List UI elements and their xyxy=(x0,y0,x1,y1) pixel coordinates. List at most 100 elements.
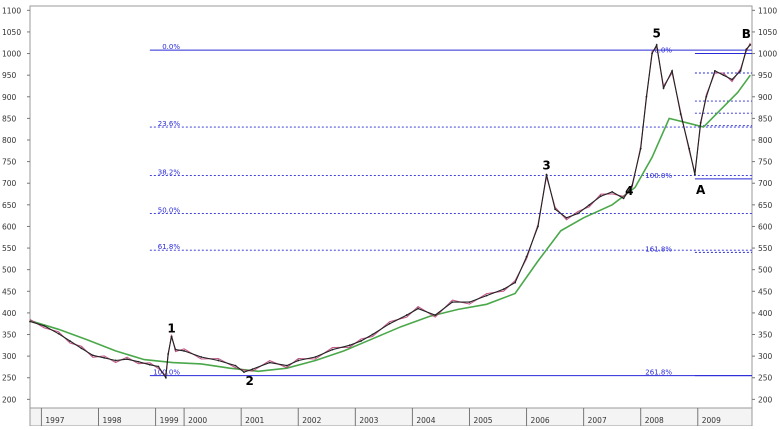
price-point xyxy=(679,113,682,115)
price-point xyxy=(722,74,725,77)
y-tick-label-right: 200 xyxy=(758,395,773,404)
y-tick-label-left: 850 xyxy=(2,114,17,123)
y-tick-label-right: 900 xyxy=(758,93,773,102)
x-tick-label: 1997 xyxy=(45,416,64,425)
y-tick-label-left: 950 xyxy=(2,71,17,80)
fib-level-label: 50.0% xyxy=(158,206,181,214)
y-tick-label-left: 350 xyxy=(2,331,17,340)
price-point xyxy=(348,344,351,347)
wave-label: 5 xyxy=(653,27,661,41)
x-tick-label: 2002 xyxy=(302,416,321,425)
price-point xyxy=(639,147,642,150)
price-point xyxy=(645,95,648,98)
price-point xyxy=(57,332,60,335)
price-point xyxy=(651,52,654,55)
y-tick-label-right: 1050 xyxy=(758,28,777,37)
price-point xyxy=(662,87,665,90)
price-point xyxy=(157,365,160,368)
price-point xyxy=(622,197,625,200)
price-point xyxy=(164,376,167,379)
y-tick-label-right: 950 xyxy=(758,71,773,80)
y-tick-label-left: 900 xyxy=(2,93,17,102)
x-tick-label: 1999 xyxy=(160,416,179,425)
plot-area xyxy=(29,5,753,409)
y-tick-label-left: 200 xyxy=(2,395,17,404)
price-point xyxy=(749,44,752,46)
price-point xyxy=(731,78,733,81)
x-tick-label: 2005 xyxy=(473,416,492,425)
fib-level-label: 261.8% xyxy=(645,369,672,377)
price-point xyxy=(525,255,528,258)
price-point xyxy=(91,354,94,357)
y-tick-label-right: 1100 xyxy=(758,6,777,15)
price-point xyxy=(137,360,140,363)
price-point xyxy=(694,173,696,176)
price-point xyxy=(514,281,517,284)
fib-level-label: 38.2% xyxy=(158,168,181,176)
y-tick-label-left: 750 xyxy=(2,158,17,167)
x-tick-label: 2009 xyxy=(702,416,721,425)
price-point xyxy=(234,364,237,367)
x-tick-label: 2006 xyxy=(531,416,550,425)
wave-label: 4 xyxy=(625,184,633,198)
price-point xyxy=(599,195,602,198)
y-tick-label-left: 250 xyxy=(2,374,17,383)
price-point xyxy=(699,121,702,124)
y-tick-label-left: 300 xyxy=(2,352,17,361)
price-point xyxy=(148,363,151,366)
price-point xyxy=(577,212,579,215)
y-tick-label-left: 450 xyxy=(2,287,17,296)
price-point xyxy=(331,348,334,351)
y-tick-label-left: 650 xyxy=(2,201,17,210)
price-point xyxy=(297,359,300,362)
y-tick-label-right: 1000 xyxy=(758,50,777,59)
x-axis-band xyxy=(29,407,753,427)
price-point xyxy=(174,348,177,351)
wave-label: 1 xyxy=(167,321,175,335)
fib-level-label: 0.0% xyxy=(162,43,180,51)
wave-label: A xyxy=(696,183,706,197)
y-tick-label-left: 500 xyxy=(2,266,17,275)
price-point xyxy=(217,359,220,362)
y-tick-label-right: 500 xyxy=(758,266,773,275)
y-tick-label-left: 1100 xyxy=(2,6,21,15)
y-tick-label-right: 700 xyxy=(758,179,773,188)
fib-level-label: 161.8% xyxy=(645,245,672,253)
price-point xyxy=(739,69,742,72)
price-point xyxy=(360,340,362,342)
y-tick-label-right: 850 xyxy=(758,114,773,123)
fib-level-label: 23.6% xyxy=(158,120,181,128)
price-point xyxy=(183,350,186,352)
price-point xyxy=(671,69,673,72)
x-tick-label: 2008 xyxy=(645,416,664,425)
x-tick-label: 2004 xyxy=(416,416,435,425)
y-tick-label-right: 800 xyxy=(758,136,773,145)
price-point xyxy=(417,307,420,310)
price-point xyxy=(631,184,634,187)
y-tick-label-left: 700 xyxy=(2,179,17,188)
fib-level-label: 100.0% xyxy=(645,172,672,180)
price-point xyxy=(502,288,505,291)
y-tick-label-left: 800 xyxy=(2,136,17,145)
x-tick-label: 2007 xyxy=(588,416,607,425)
price-point xyxy=(468,301,471,303)
price-point xyxy=(537,225,539,228)
y-tick-label-left: 600 xyxy=(2,222,17,231)
y-tick-label-left: 400 xyxy=(2,309,17,318)
x-tick-label: 2003 xyxy=(359,416,378,425)
price-point xyxy=(285,364,288,367)
wave-label: 2 xyxy=(246,374,254,388)
price-point xyxy=(565,216,568,219)
price-point xyxy=(434,314,437,316)
x-tick-label: 1998 xyxy=(102,416,121,425)
y-tick-label-left: 550 xyxy=(2,244,17,253)
price-point xyxy=(688,147,691,150)
price-point xyxy=(714,69,716,72)
price-point xyxy=(314,356,317,358)
price-point xyxy=(43,324,46,327)
price-point xyxy=(29,320,31,323)
y-tick-label-right: 550 xyxy=(758,244,773,253)
price-point xyxy=(388,322,391,325)
